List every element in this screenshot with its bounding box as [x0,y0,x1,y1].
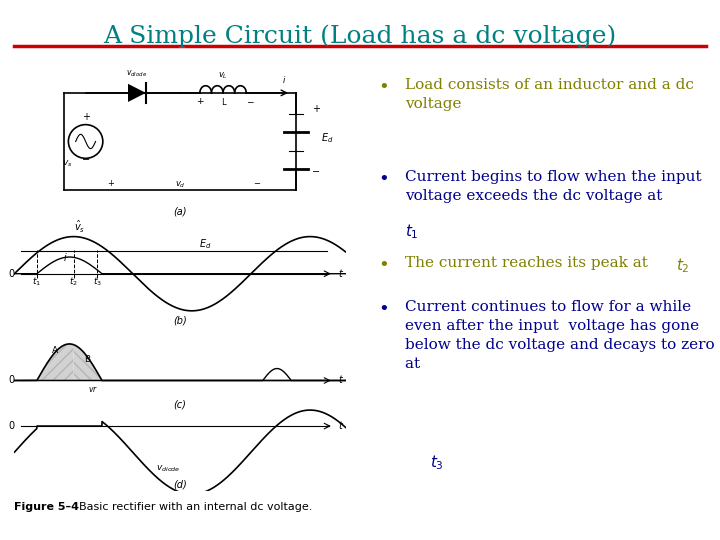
Text: The current reaches its peak at: The current reaches its peak at [405,256,653,271]
Text: $t_2$: $t_2$ [69,275,78,288]
Text: (d): (d) [173,479,187,489]
Text: $t_1$: $t_1$ [405,222,419,241]
Text: A Simple Circuit (Load has a dc voltage): A Simple Circuit (Load has a dc voltage) [104,24,616,48]
Text: t: t [338,421,343,431]
Text: −: − [312,167,320,177]
Text: $E_d$: $E_d$ [199,237,212,251]
Polygon shape [128,84,146,102]
Text: +: + [107,179,114,188]
Text: $t_2$: $t_2$ [676,256,690,275]
Text: (a): (a) [174,206,186,217]
Text: −: − [246,97,253,106]
Text: $t_1$: $t_1$ [32,275,41,288]
Text: $v_{diode}$: $v_{diode}$ [127,68,148,78]
Text: L: L [221,98,225,107]
Text: $v_s$: $v_s$ [62,159,73,169]
Text: +: + [312,104,320,114]
Text: •: • [378,300,389,318]
Text: Basic rectifier with an internal dc voltage.: Basic rectifier with an internal dc volt… [72,502,312,512]
Text: t: t [338,375,343,386]
Text: •: • [378,170,389,188]
Text: t: t [338,269,343,279]
Text: +: + [81,112,89,123]
Text: 0: 0 [8,421,14,431]
Text: $E_d$: $E_d$ [321,131,333,145]
Text: $vr$: $vr$ [88,384,98,394]
Text: (b): (b) [173,316,187,326]
Text: •: • [378,78,389,96]
Text: i: i [64,253,67,263]
Text: $t_3$: $t_3$ [93,275,102,288]
Text: $v_d$: $v_d$ [175,180,185,190]
Text: −: − [253,179,260,188]
Text: B: B [84,355,90,364]
Text: 0: 0 [8,269,14,279]
Text: A: A [53,346,58,355]
Text: −: − [81,154,90,165]
Text: $v_{diode}$: $v_{diode}$ [156,463,181,474]
Text: +: + [197,97,204,106]
Text: •: • [378,256,389,274]
Text: (c): (c) [174,399,186,409]
Text: $\hat{v}_s$: $\hat{v}_s$ [73,219,85,235]
Text: $t_3$: $t_3$ [430,454,444,472]
Text: $v_L$: $v_L$ [218,70,228,81]
Text: i: i [283,76,286,85]
Text: Figure 5–4: Figure 5–4 [14,502,79,512]
Text: 0: 0 [8,375,14,386]
Text: Current begins to flow when the input
voltage exceeds the dc voltage at: Current begins to flow when the input vo… [405,170,702,203]
Text: Load consists of an inductor and a dc
voltage: Load consists of an inductor and a dc vo… [405,78,694,111]
Text: Current continues to flow for a while
even after the input  voltage has gone
bel: Current continues to flow for a while ev… [405,300,715,370]
